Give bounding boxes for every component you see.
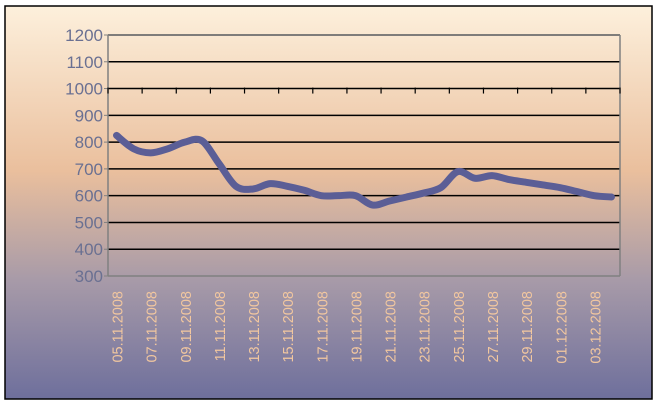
y-tick-label: 1200: [65, 26, 103, 45]
x-tick-label: 03.12.2008: [588, 291, 604, 364]
x-tick-label: 23.11.2008: [418, 291, 434, 363]
x-tick-label: 25.11.2008: [452, 291, 468, 363]
x-tick-label: 19.11.2008: [349, 291, 365, 363]
y-tick-label: 600: [75, 187, 103, 206]
x-tick-label: 17.11.2008: [315, 291, 331, 363]
x-tick-label: 15.11.2008: [281, 291, 297, 363]
series-line: [113, 131, 615, 209]
y-tick-label: 400: [75, 240, 103, 259]
x-tick-label: 21.11.2008: [384, 291, 400, 363]
x-tick-label: 13.11.2008: [247, 291, 263, 363]
y-tick-label: 700: [75, 160, 103, 179]
y-tick-label: 1000: [65, 80, 103, 99]
y-tick-label: 800: [75, 133, 103, 152]
x-tick-label: 09.11.2008: [179, 291, 195, 363]
x-tick-label: 01.12.2008: [554, 291, 570, 364]
y-tick-label: 900: [75, 106, 103, 125]
x-tick-label: 29.11.2008: [520, 291, 536, 363]
y-tick-label: 500: [75, 213, 103, 232]
x-tick-label: 07.11.2008: [145, 291, 161, 363]
x-tick-label: 05.11.2008: [111, 291, 127, 363]
y-tick-label: 1100: [66, 53, 103, 72]
chart-background: [4, 5, 653, 400]
y-tick-label: 300: [75, 267, 103, 286]
x-tick-label: 27.11.2008: [486, 291, 502, 363]
x-tick-label: 11.11.2008: [213, 291, 229, 361]
